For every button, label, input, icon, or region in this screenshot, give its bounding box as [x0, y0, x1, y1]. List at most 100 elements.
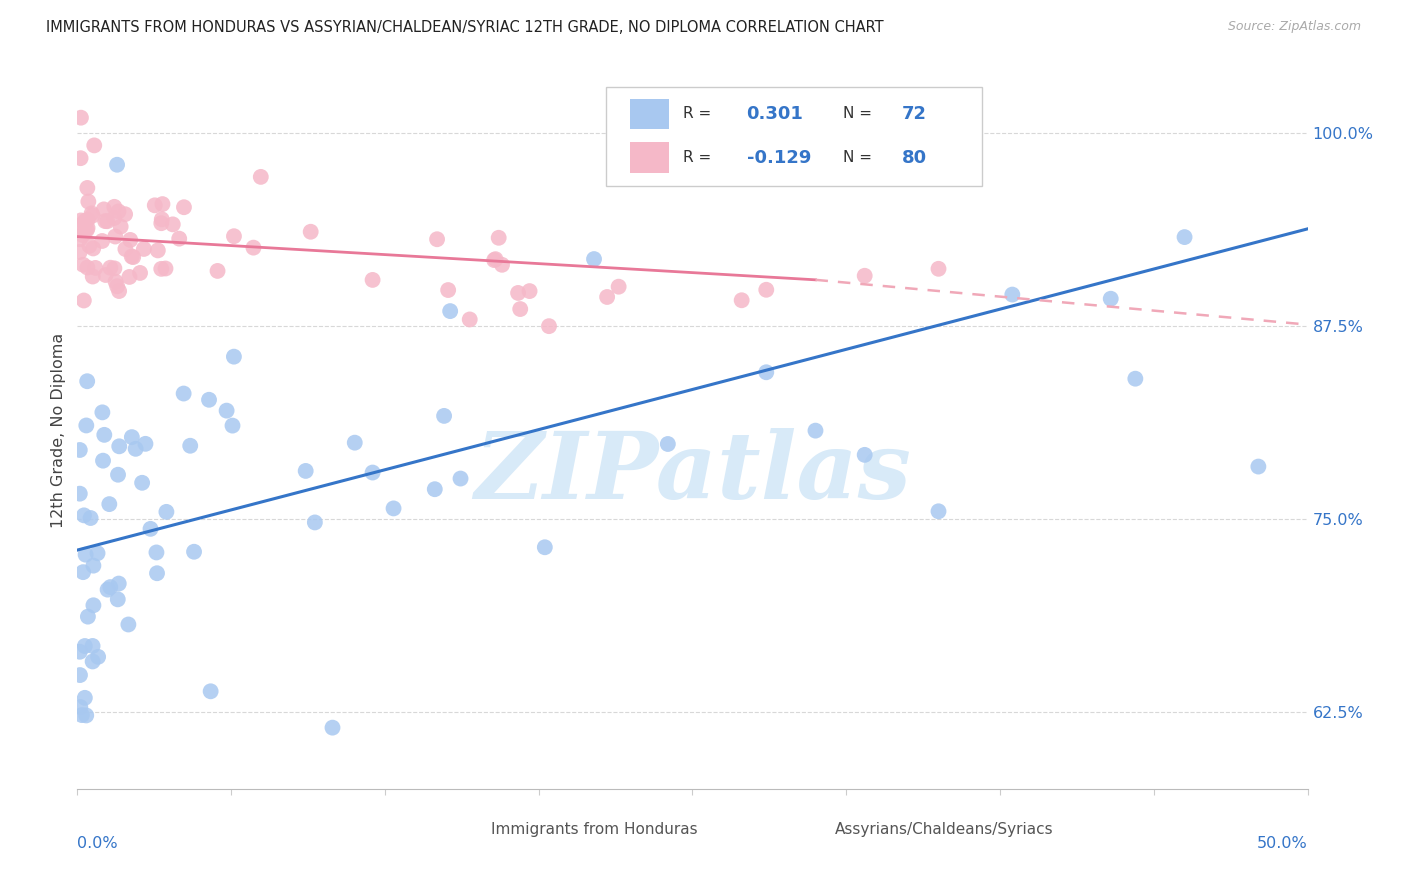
- Point: [343, 435, 366, 450]
- Point: [73, 214, 96, 228]
- Text: R =: R =: [683, 150, 711, 165]
- Point: [321, 721, 343, 735]
- Point: [77, 609, 100, 624]
- Point: [73, 293, 96, 308]
- Point: [173, 200, 195, 214]
- Point: [94, 214, 117, 228]
- Point: [482, 253, 505, 268]
- Point: [198, 392, 221, 407]
- Point: [69, 213, 91, 227]
- Point: [450, 471, 472, 485]
- Point: [150, 212, 173, 227]
- Point: [87, 649, 110, 664]
- Point: [107, 576, 129, 591]
- Point: [75, 418, 97, 433]
- Point: [607, 279, 630, 293]
- Text: 72: 72: [901, 104, 927, 123]
- Point: [155, 261, 177, 276]
- Point: [73, 224, 96, 238]
- Point: [73, 639, 96, 653]
- Point: [853, 268, 876, 283]
- Point: [145, 545, 167, 559]
- Point: [152, 197, 174, 211]
- Point: [583, 252, 606, 266]
- Point: [139, 522, 162, 536]
- Point: [80, 206, 103, 220]
- Text: ZIPatlas: ZIPatlas: [474, 428, 911, 518]
- Point: [82, 269, 104, 284]
- Point: [76, 212, 98, 227]
- Point: [114, 242, 136, 256]
- Point: [537, 319, 560, 334]
- Point: [506, 285, 529, 300]
- Point: [162, 218, 184, 232]
- Point: [173, 386, 195, 401]
- Point: [122, 250, 145, 264]
- Point: [1001, 287, 1024, 301]
- Point: [150, 261, 173, 276]
- Point: [75, 548, 97, 562]
- Point: [134, 437, 156, 451]
- Text: 50.0%: 50.0%: [1257, 836, 1308, 851]
- Point: [439, 304, 461, 318]
- Point: [76, 374, 98, 388]
- Text: N =: N =: [842, 106, 872, 121]
- Point: [519, 284, 541, 298]
- Point: [118, 269, 141, 284]
- Point: [98, 497, 121, 511]
- Point: [103, 211, 125, 225]
- Point: [146, 566, 169, 581]
- Point: [426, 232, 449, 246]
- Point: [488, 231, 510, 245]
- Point: [72, 565, 94, 579]
- Point: [423, 482, 446, 496]
- Point: [76, 221, 98, 235]
- Point: [107, 467, 129, 482]
- Point: [731, 293, 754, 308]
- Point: [150, 216, 173, 230]
- Point: [143, 198, 166, 212]
- Point: [534, 541, 557, 555]
- Text: Assyrians/Chaldeans/Syriacs: Assyrians/Chaldeans/Syriacs: [835, 822, 1053, 837]
- Point: [242, 241, 264, 255]
- Point: [121, 250, 143, 264]
- Point: [1247, 459, 1270, 474]
- Point: [294, 464, 316, 478]
- Point: [437, 283, 460, 297]
- Point: [755, 283, 778, 297]
- Point: [117, 617, 139, 632]
- Text: 0.0%: 0.0%: [77, 836, 118, 851]
- Point: [76, 181, 98, 195]
- Point: [108, 439, 131, 453]
- Point: [72, 258, 94, 272]
- Text: 0.301: 0.301: [747, 104, 803, 123]
- Point: [124, 442, 146, 456]
- Point: [76, 260, 98, 275]
- Point: [121, 430, 143, 444]
- Point: [146, 244, 169, 258]
- Point: [93, 202, 115, 217]
- Text: Immigrants from Honduras: Immigrants from Honduras: [491, 822, 697, 837]
- Point: [103, 261, 125, 276]
- Text: N =: N =: [842, 150, 872, 165]
- Point: [458, 312, 481, 326]
- Y-axis label: 12th Grade, No Diploma: 12th Grade, No Diploma: [51, 333, 66, 528]
- Point: [804, 424, 827, 438]
- Point: [222, 229, 245, 244]
- Point: [215, 403, 238, 417]
- Point: [91, 453, 114, 467]
- Point: [70, 111, 93, 125]
- Point: [207, 264, 229, 278]
- Point: [69, 244, 91, 259]
- Point: [98, 260, 121, 275]
- Point: [853, 448, 876, 462]
- Point: [82, 209, 104, 223]
- Point: [249, 169, 271, 184]
- Point: [79, 511, 101, 525]
- Point: [82, 558, 104, 573]
- Point: [110, 219, 132, 234]
- Point: [361, 273, 384, 287]
- Point: [433, 409, 456, 423]
- Point: [70, 218, 93, 232]
- Point: [108, 284, 131, 298]
